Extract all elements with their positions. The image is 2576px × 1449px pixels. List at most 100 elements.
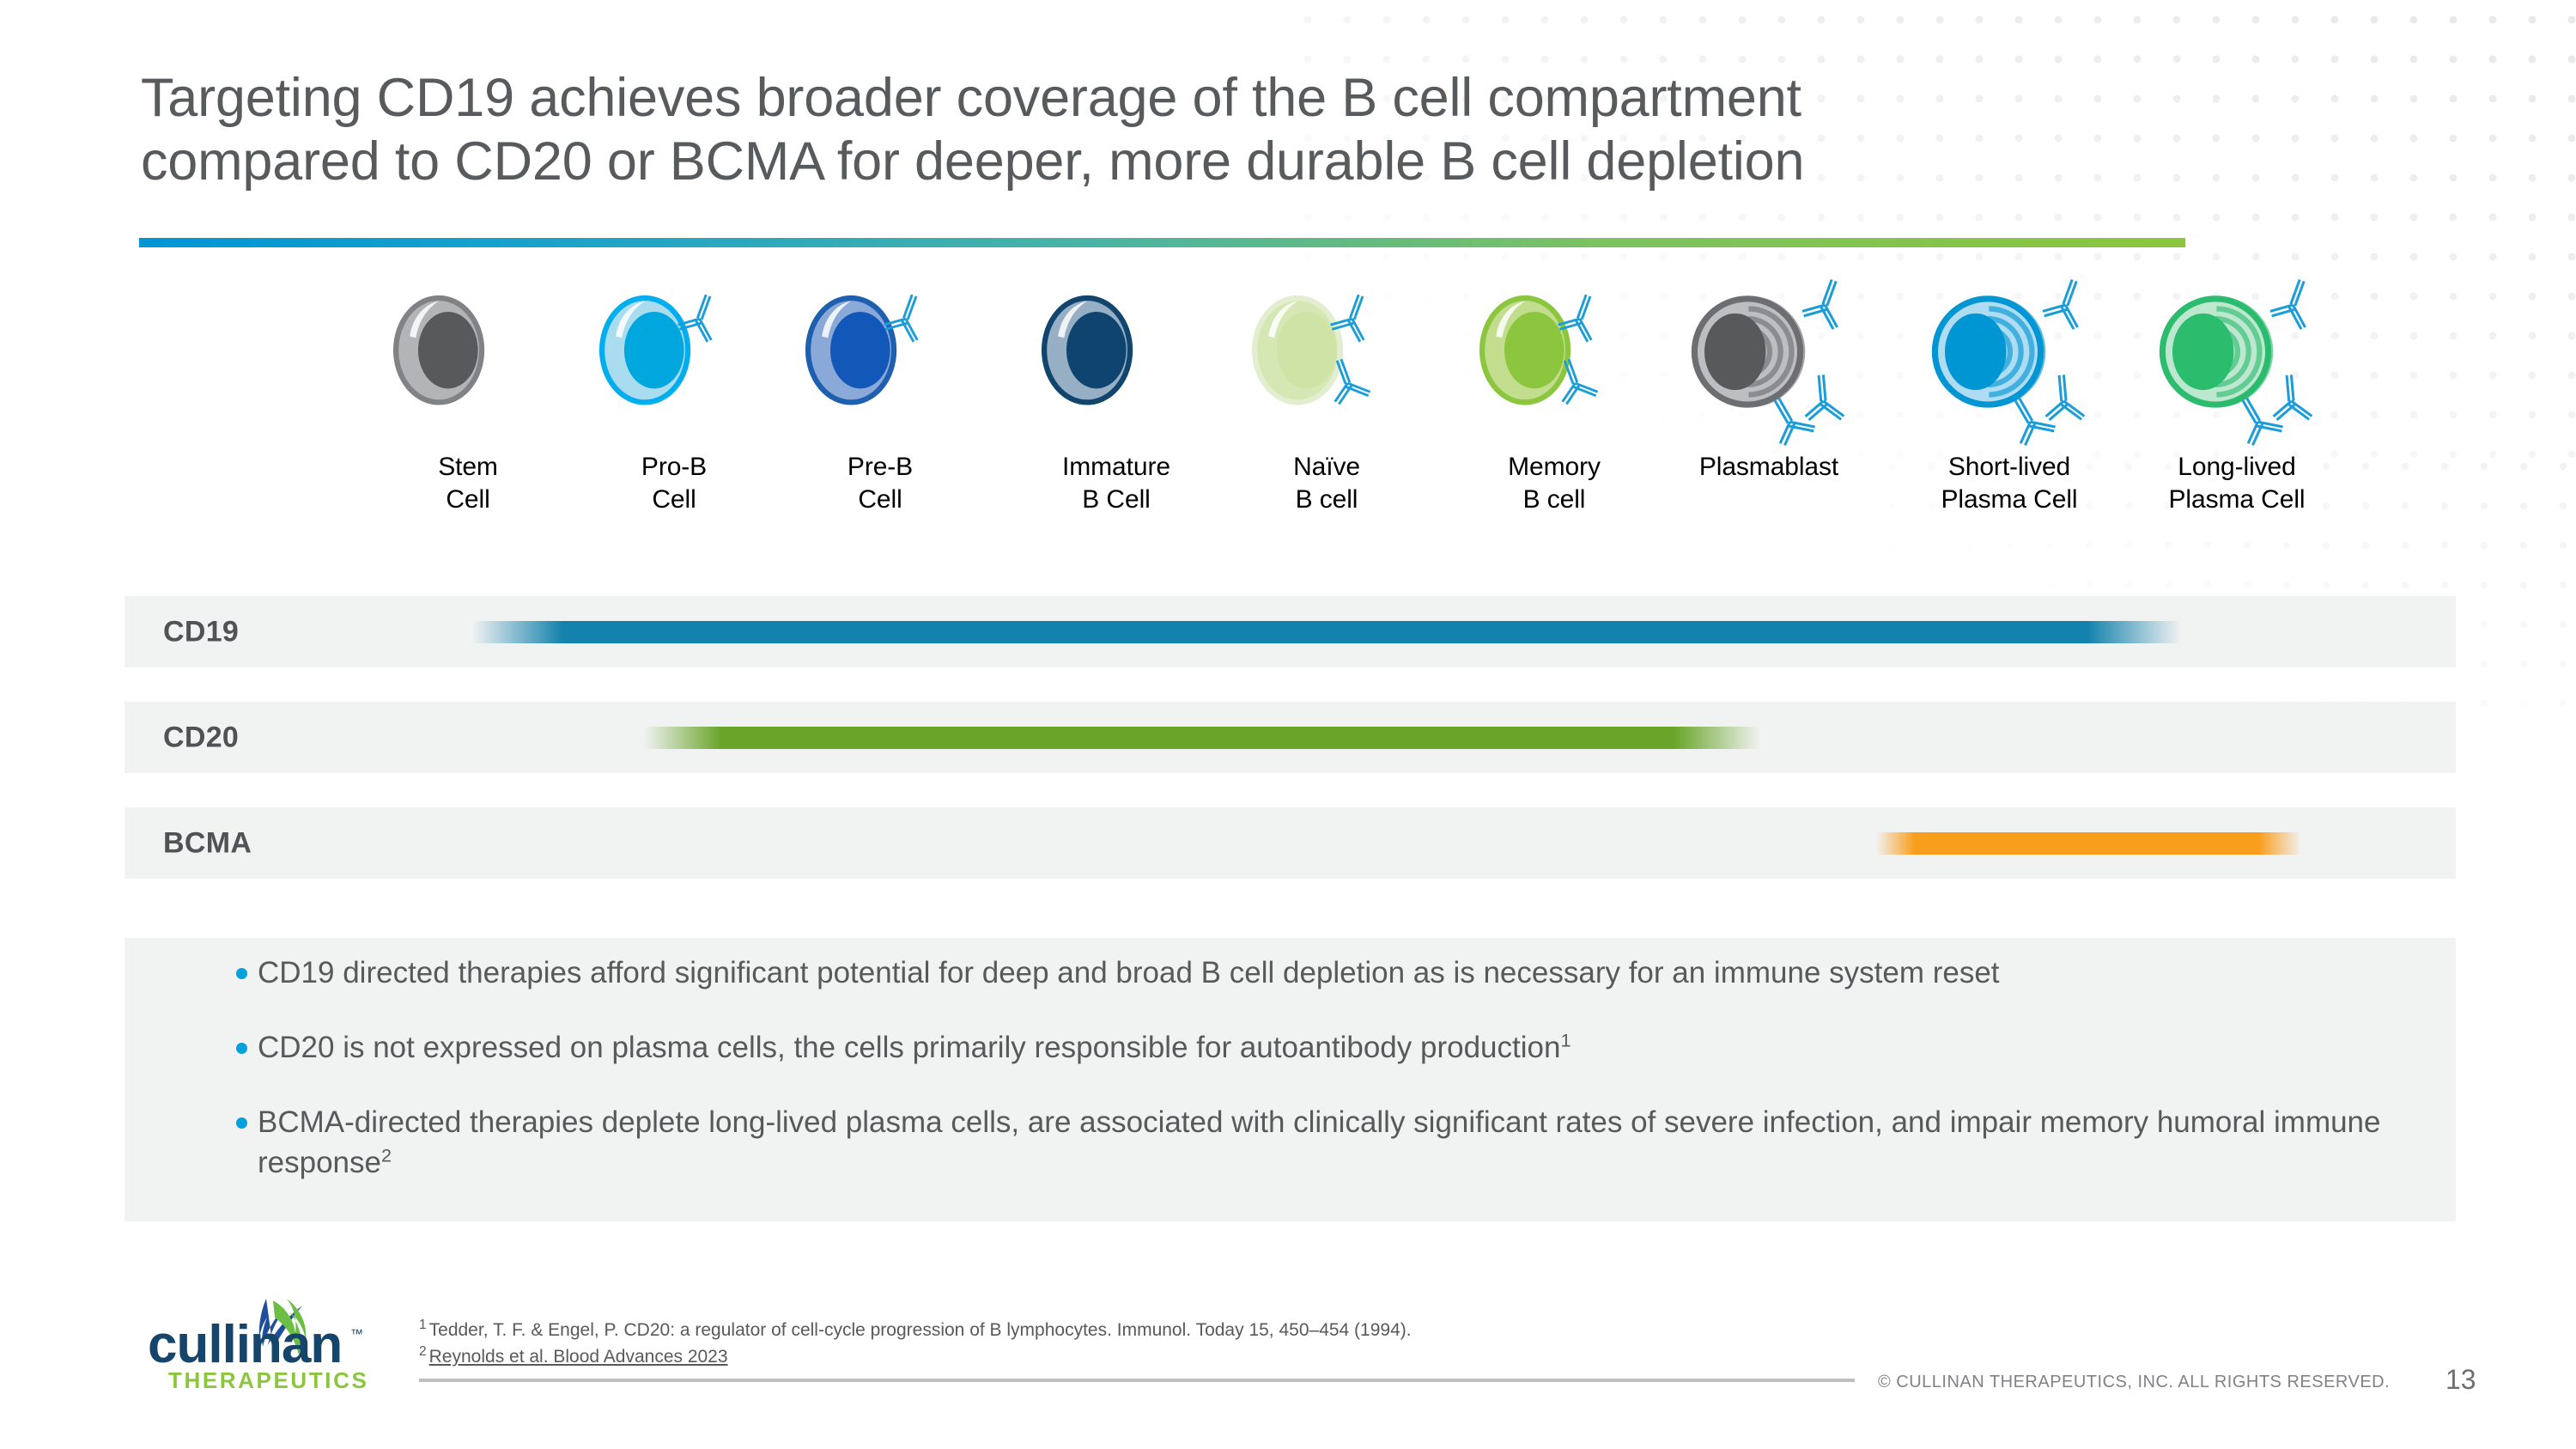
cell-illustration: [1670, 266, 1868, 451]
cell-highlight: [1268, 301, 1298, 338]
cell-item-plasmablast: Plasmablast: [1670, 266, 1868, 484]
footnote-item: 1 Tedder, T. F. & Engel, P. CD20: a regul…: [419, 1317, 1827, 1343]
cell-nucleus: [1066, 312, 1127, 389]
cell-er-arc: [1747, 315, 1783, 387]
expression-bar-track: [125, 807, 2456, 879]
cell-label: Naïve B cell: [1293, 453, 1360, 514]
cell-label: Long-lived Plasma Cell: [2168, 453, 2306, 514]
bullet-item: CD20 is not expressed on plasma cells, t…: [236, 1028, 2439, 1068]
footnotes-block: 1 Tedder, T. F. & Engel, P. CD20: a regul…: [419, 1317, 1827, 1370]
cell-label: Stem Cell: [438, 453, 498, 514]
cell-er-arc: [1990, 295, 2046, 408]
cell-highlight: [1058, 301, 1088, 338]
logo-leaf-green: [273, 1299, 307, 1355]
cell-item-pro-b-cell: Pro-B Cell: [575, 266, 773, 517]
cullinan-logo: cullinan ™ THERAPEUTICS: [137, 1295, 386, 1416]
cell-nucleus: [1504, 312, 1564, 389]
cell-nucleus: [623, 312, 684, 389]
cell-nucleus: [829, 312, 890, 389]
footer-divider-rule: [419, 1379, 1855, 1382]
footnote-text: Tedder, T. F. & Engel, P. CD20: a regula…: [428, 1320, 1412, 1340]
expression-row-label: BCMA: [163, 826, 252, 859]
bullet-dot-icon: [236, 968, 247, 979]
copyright-notice: © CULLINAN THERAPEUTICS, INC. ALL RIGHTS…: [1878, 1373, 2391, 1391]
logo-trademark: ™: [350, 1327, 363, 1342]
expression-row-label: CD20: [163, 721, 240, 753]
antibody-icon-8-a: [2269, 279, 2306, 330]
bullet-dot-icon: [236, 1043, 247, 1054]
footnote-marker: 2: [419, 1344, 427, 1360]
bullet-footnote-marker: 2: [380, 1143, 392, 1166]
cell-nucleus: [417, 312, 478, 389]
antibody-icon-4-a: [1330, 294, 1365, 343]
antibody-icon-6-c: [1773, 397, 1815, 446]
footnote-text[interactable]: Reynolds et al. Blood Advances 2023: [428, 1347, 728, 1367]
cell-highlight: [822, 301, 852, 338]
page-number: 13: [2445, 1364, 2476, 1395]
expression-bar-bcma: [1876, 831, 2301, 855]
cell-item-stem-cell: Stem Cell: [369, 266, 567, 517]
cell-label: Pre-B Cell: [847, 453, 914, 514]
cell-illustration: [1228, 266, 1425, 451]
expression-row-label: CD19: [163, 615, 240, 648]
footnote-marker: 1: [419, 1318, 427, 1332]
antibody-icon-2-a: [884, 294, 919, 343]
bullet-text: CD20 is not expressed on plasma cells, t…: [258, 1031, 1561, 1064]
key-points-panel: CD19 directed therapies afford significa…: [125, 938, 2456, 1221]
expression-bar-track: [125, 596, 2456, 667]
cell-item-pre-b-cell: Pre-B Cell: [781, 266, 979, 517]
cell-label: Pro-B Cell: [641, 453, 708, 514]
cell-illustration: [781, 266, 979, 451]
cell-nucleus: [1276, 312, 1337, 389]
cell-label: Plasmablast: [1698, 453, 1839, 481]
cell-highlight: [1496, 301, 1526, 338]
cell-er-arc: [2216, 306, 2263, 398]
expression-row-cd20: CD20: [125, 702, 2456, 773]
cell-label: Immature B Cell: [1062, 453, 1170, 514]
cell-er-arc: [1988, 315, 2024, 387]
antibody-icon-7-a: [2042, 279, 2079, 330]
expression-bar-track: [125, 702, 2456, 773]
logo-wordmark: cullinan: [148, 1315, 342, 1374]
cell-item-na-ve-b-cell: Naïve B cell: [1228, 266, 1425, 517]
bullet-item: CD19 directed therapies afford significa…: [236, 953, 2439, 994]
bullet-text: CD19 directed therapies afford significa…: [258, 956, 2000, 989]
antibody-icon-1-a: [677, 294, 713, 343]
cell-item-immature-b-cell: Immature B Cell: [1018, 266, 1215, 517]
bullet-item: BCMA-directed therapies deplete long-liv…: [236, 1103, 2439, 1183]
antibody-icon-5-a: [1558, 294, 1593, 343]
logo-leaf-blue: [258, 1299, 302, 1349]
expression-bar-cd19: [472, 620, 2181, 643]
cell-highlight: [616, 301, 646, 338]
antibody-icon-6-a: [1801, 279, 1838, 330]
cell-illustration: [575, 266, 773, 451]
bullet-text: BCMA-directed therapies deplete long-liv…: [258, 1105, 2381, 1179]
cell-illustration: [1911, 266, 2108, 451]
antibody-icon-5-b: [1561, 358, 1599, 405]
expression-row-cd19: CD19: [125, 596, 2456, 667]
cell-er-arc: [2217, 295, 2274, 408]
cell-er-arc: [1748, 306, 1795, 398]
antibody-icon-8-c: [2241, 397, 2283, 446]
antibody-icon-7-b: [2044, 374, 2086, 422]
cell-item-long-lived-plasma-cell: Long-lived Plasma Cell: [2138, 266, 2336, 517]
cell-nucleus: [1704, 313, 1766, 391]
cell-er-arc: [1749, 295, 1806, 408]
antibody-icon-4-b: [1334, 358, 1371, 405]
antibody-icon-7-c: [2014, 397, 2056, 446]
footnote-item[interactable]: 2 Reynolds et al. Blood Advances 2023: [419, 1343, 1827, 1370]
antibody-icon-6-b: [1804, 374, 1845, 422]
title-accent-rule: [139, 238, 2185, 247]
cell-illustration: [1455, 266, 1653, 451]
cell-illustration: [2138, 266, 2336, 451]
cell-item-short-lived-plasma-cell: Short-lived Plasma Cell: [1911, 266, 2108, 517]
page-title: Targeting CD19 achieves broader coverage…: [141, 68, 1805, 192]
b-cell-compartment-diagram: Stem Cell Pro-B Cell Pre-B Cell Immature…: [369, 266, 2430, 575]
bullet-footnote-marker: 1: [1560, 1029, 1571, 1051]
cell-nucleus: [2172, 313, 2234, 391]
cell-illustration: [1018, 266, 1215, 451]
cell-item-memory-b-cell: Memory B cell: [1455, 266, 1653, 517]
cell-er-arc: [2215, 315, 2251, 387]
cell-nucleus: [1945, 313, 2007, 391]
logo-tagline: THERAPEUTICS: [168, 1367, 368, 1393]
